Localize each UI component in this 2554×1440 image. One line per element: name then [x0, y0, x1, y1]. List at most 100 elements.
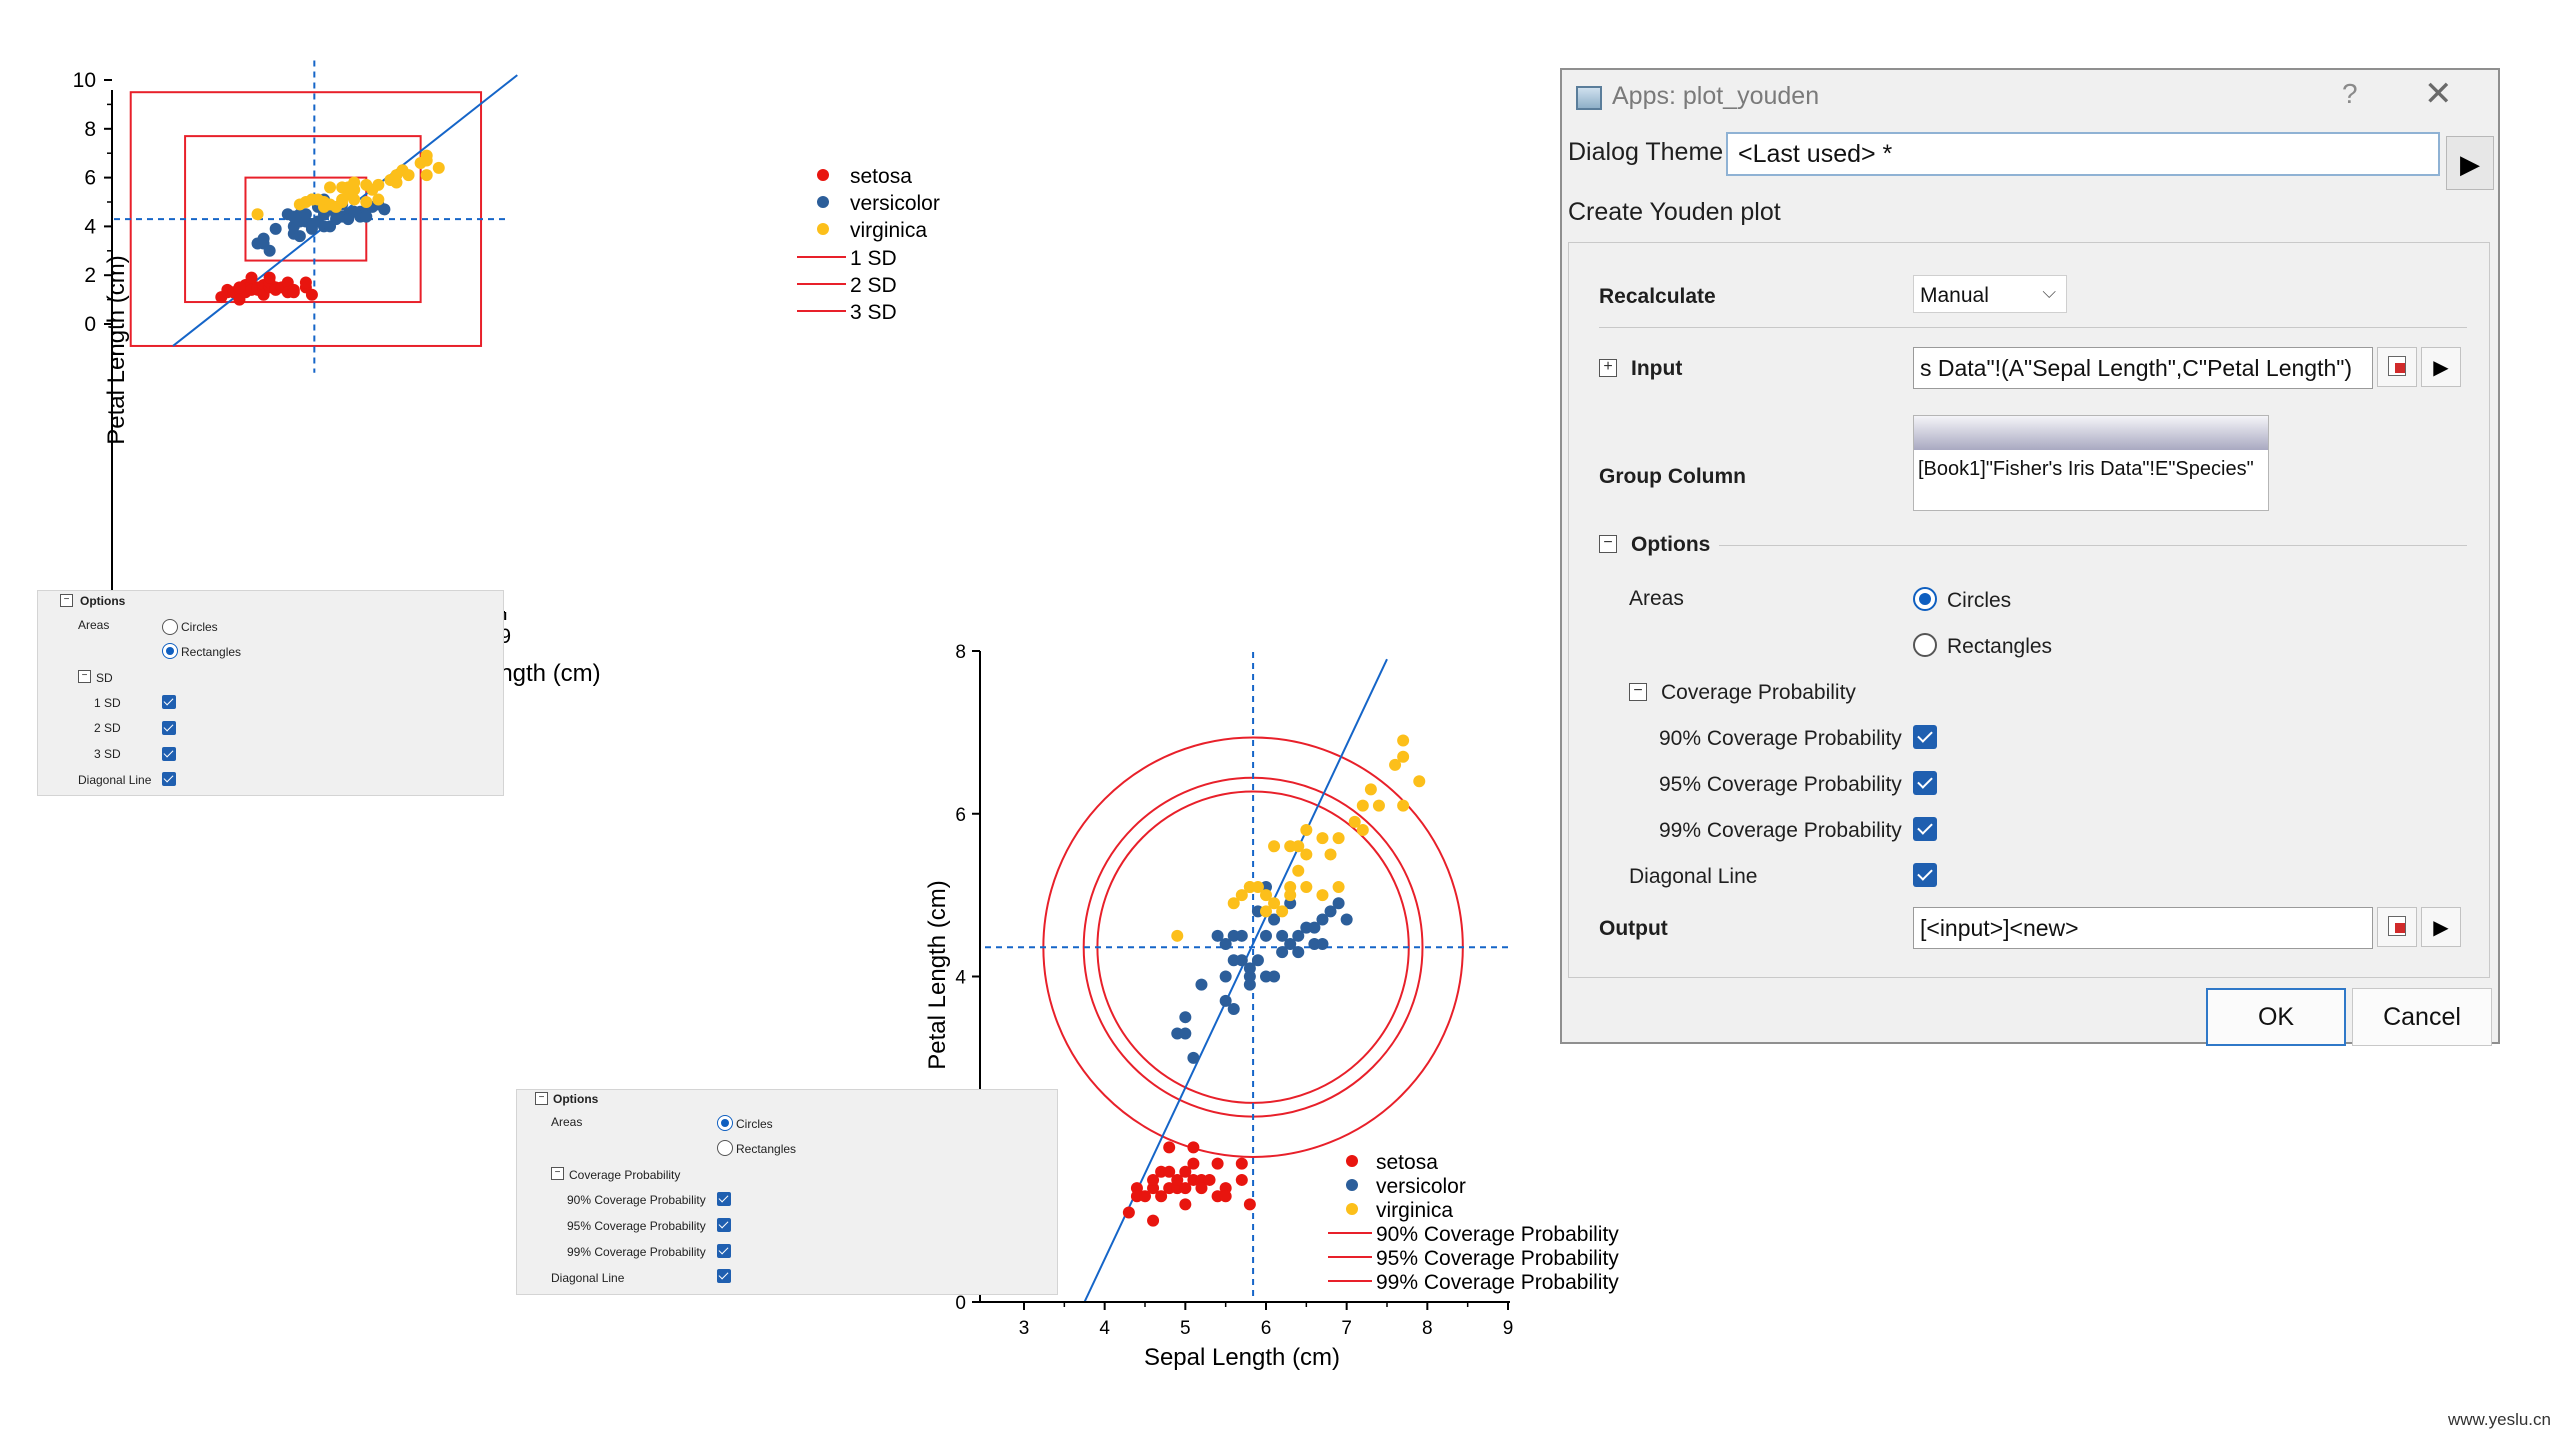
rectangles-radio[interactable]	[1913, 633, 1937, 657]
y-tick-label: 4	[84, 215, 96, 238]
ok-button[interactable]: OK	[2206, 988, 2346, 1046]
watermark: www.yeslu.cn	[2448, 1410, 2551, 1429]
point-versicolor	[1276, 946, 1289, 959]
point-setosa	[1187, 1157, 1200, 1170]
point-virginica	[372, 193, 385, 206]
diagonal-checkbox[interactable]	[1913, 863, 1937, 887]
circles-label: Circles	[1947, 589, 2012, 612]
group-column-value: [Book1]"Fisher's Iris Data"!E"Species"	[1918, 458, 2254, 480]
point-setosa	[263, 271, 276, 284]
sd2-checkbox[interactable]	[162, 721, 176, 735]
collapse-icon[interactable]: −	[1629, 683, 1647, 701]
legend-marker-setosa	[817, 169, 829, 181]
legend-3sd: 3 SD	[850, 301, 897, 324]
collapse-icon[interactable]: −	[78, 670, 91, 683]
sd3-checkbox[interactable]	[162, 747, 176, 761]
diagonal-checkbox[interactable]	[717, 1269, 731, 1283]
sd1-checkbox[interactable]	[162, 695, 176, 709]
point-versicolor	[1276, 929, 1289, 942]
theme-menu-button[interactable]: ▶	[2446, 136, 2494, 190]
point-versicolor	[1308, 921, 1321, 934]
point-setosa	[233, 281, 246, 294]
point-virginica	[1268, 840, 1281, 853]
point-setosa	[1235, 1157, 1248, 1170]
select-output-button[interactable]	[2377, 907, 2417, 947]
circles-radio[interactable]	[1913, 587, 1937, 611]
point-versicolor	[1179, 1027, 1192, 1040]
p99-checkbox[interactable]	[717, 1244, 731, 1258]
point-virginica	[360, 196, 373, 208]
options-heading: Options	[553, 1092, 599, 1106]
point-versicolor	[1179, 1011, 1192, 1024]
point-virginica	[1284, 880, 1297, 893]
input-menu-button[interactable]: ▶	[2421, 347, 2461, 387]
point-versicolor	[263, 244, 276, 257]
recalculate-dropdown[interactable]: Manual ⌵	[1913, 275, 2067, 313]
p99-label: 99% Coverage Probability	[567, 1245, 706, 1259]
point-setosa	[1243, 1198, 1256, 1211]
point-versicolor	[1235, 954, 1248, 967]
p90-checkbox[interactable]	[717, 1192, 731, 1206]
sd-heading: SD	[96, 671, 113, 685]
p90-label: 90% Coverage Probability	[1659, 727, 1902, 750]
point-versicolor	[293, 230, 306, 243]
p99-checkbox[interactable]	[1913, 817, 1937, 841]
range-select-icon	[2388, 356, 2406, 376]
rectangles-radio[interactable]	[162, 643, 178, 659]
point-virginica	[1348, 815, 1361, 828]
legend-marker-versicolor	[817, 196, 829, 208]
y-tick-label: 0	[955, 1293, 966, 1314]
point-versicolor	[281, 208, 294, 221]
point-versicolor	[1251, 954, 1264, 967]
collapse-icon[interactable]: −	[1599, 535, 1617, 553]
diagonal-checkbox[interactable]	[162, 772, 176, 786]
sd3-label: 3 SD	[94, 747, 121, 761]
help-icon[interactable]: ?	[2342, 78, 2358, 109]
divider	[1599, 327, 2467, 328]
p95-checkbox[interactable]	[1913, 771, 1937, 795]
legend-marker-virginica	[1346, 1203, 1358, 1215]
point-virginica	[1300, 824, 1313, 837]
point-virginica	[1292, 840, 1305, 853]
point-setosa	[245, 271, 258, 284]
app-icon	[1576, 86, 1602, 110]
legend-versicolor: versicolor	[1376, 1175, 1466, 1198]
expand-icon[interactable]: +	[1599, 359, 1617, 377]
group-column-field[interactable]: [Book1]"Fisher's Iris Data"!E"Species"	[1913, 415, 2269, 511]
y-axis-label: Petal Length (cm)	[103, 255, 130, 444]
collapse-icon[interactable]: −	[551, 1167, 564, 1180]
select-range-button[interactable]	[2377, 347, 2417, 387]
cancel-button[interactable]: Cancel	[2352, 988, 2492, 1046]
point-virginica	[1356, 824, 1369, 837]
point-setosa	[1171, 1173, 1184, 1186]
point-virginica	[336, 193, 349, 206]
title-bar: Apps: plot_youden ? ✕	[1562, 70, 2498, 130]
point-virginica	[1171, 929, 1184, 942]
point-setosa	[299, 276, 312, 289]
point-versicolor	[1235, 929, 1248, 942]
diagonal-line	[1083, 658, 1388, 1303]
p90-checkbox[interactable]	[1913, 725, 1937, 749]
rectangles-radio[interactable]	[717, 1140, 733, 1156]
output-field[interactable]: [<input>]<new>	[1913, 907, 2373, 949]
point-virginica	[1372, 799, 1385, 812]
input-range-field[interactable]: s Data"!(A"Sepal Length",C"Petal Length"…	[1913, 347, 2373, 389]
x-tick-label: 6	[1261, 1318, 1272, 1339]
output-menu-button[interactable]: ▶	[2421, 907, 2461, 947]
circles-radio[interactable]	[717, 1115, 733, 1131]
point-versicolor	[305, 222, 318, 235]
point-versicolor	[1219, 994, 1232, 1007]
circles-radio[interactable]	[162, 619, 178, 635]
legend-90: 90% Coverage Probability	[1376, 1223, 1619, 1246]
options-panel-coverage: − Options Areas Circles Rectangles − Cov…	[516, 1089, 1058, 1295]
group-column-label: Group Column	[1599, 465, 1746, 488]
dialog-title: Apps: plot_youden	[1612, 82, 1820, 110]
dialog-theme-select[interactable]: <Last used> *	[1726, 132, 2440, 176]
collapse-icon[interactable]: −	[60, 594, 73, 607]
legend-99: 99% Coverage Probability	[1376, 1271, 1619, 1294]
collapse-icon[interactable]: −	[535, 1092, 548, 1105]
p95-checkbox[interactable]	[717, 1218, 731, 1232]
point-versicolor	[1219, 970, 1232, 983]
close-icon[interactable]: ✕	[2424, 75, 2453, 113]
legend: setosa versicolor virginica 90% Coverage…	[1328, 1151, 1619, 1294]
